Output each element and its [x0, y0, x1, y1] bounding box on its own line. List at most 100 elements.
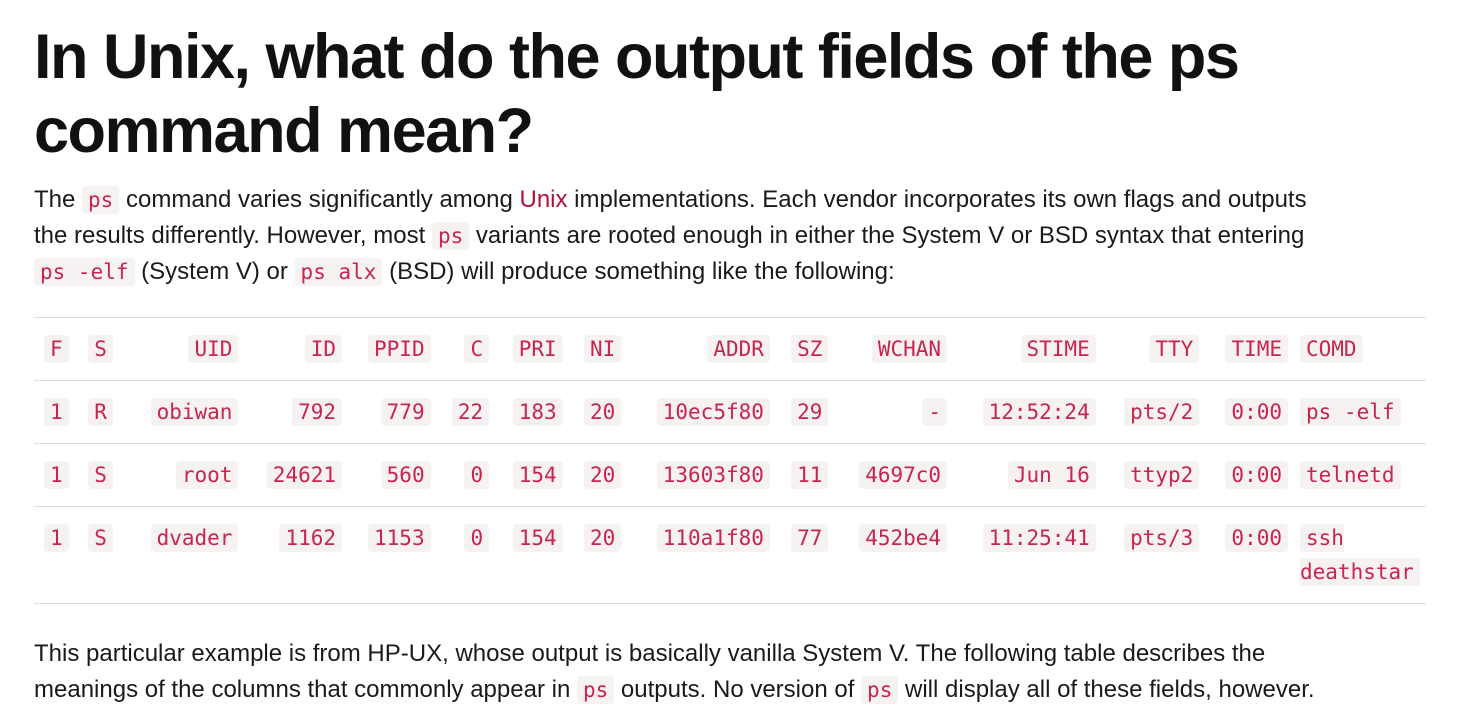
- table-cell: Jun 16: [953, 443, 1102, 507]
- table-cell: 20: [568, 443, 628, 507]
- column-header: TTY: [1101, 317, 1206, 381]
- cell-value: 183: [512, 398, 563, 426]
- cell-value: pts/3: [1124, 524, 1200, 552]
- table-cell: 560: [348, 443, 437, 507]
- column-header-label: STIME: [1020, 335, 1096, 363]
- column-header-label: F: [44, 335, 69, 363]
- column-header: NI: [568, 317, 628, 381]
- cell-value: 154: [512, 461, 563, 489]
- table-cell: telnetd: [1294, 443, 1426, 507]
- column-header: S: [82, 317, 126, 381]
- cell-value: 792: [292, 398, 343, 426]
- table-cell: 110a1f80: [627, 506, 776, 604]
- cell-value: ttyp2: [1124, 461, 1200, 489]
- table-cell: S: [82, 506, 126, 604]
- cell-value: 1: [44, 398, 69, 426]
- table-cell: 12:52:24: [953, 380, 1102, 444]
- cell-value: 0:00: [1225, 524, 1288, 552]
- table-cell: root: [125, 443, 245, 507]
- inline-code: ps alx: [294, 258, 383, 286]
- table-cell: 154: [495, 506, 569, 604]
- cell-value: 1162: [279, 524, 343, 552]
- column-header-label: ID: [304, 335, 343, 363]
- cell-value: 29: [791, 398, 829, 426]
- ps-output-table: F S UID ID PPID C PRI NI ADDR SZ WCHAN STIME TTY TIME…: [34, 317, 1426, 604]
- cell-value: root: [175, 461, 239, 489]
- table-cell: 4697c0: [834, 443, 954, 507]
- cell-value: 154: [512, 524, 563, 552]
- column-header: ID: [244, 317, 349, 381]
- column-header-label: WCHAN: [871, 335, 948, 363]
- cell-value: pts/2: [1124, 398, 1200, 426]
- cell-value: 1153: [368, 524, 431, 552]
- cell-value: 0: [464, 524, 490, 552]
- cell-value: Jun 16: [1007, 461, 1096, 489]
- paragraph-text: variants are rooted enough in either the…: [469, 222, 1305, 249]
- column-header: ADDR: [627, 317, 776, 381]
- cell-value: 11: [791, 461, 829, 489]
- paragraph-text: implementations. Each vendor incorporate…: [34, 186, 1307, 249]
- cell-value: 11:25:41: [982, 524, 1096, 552]
- table-cell: 20: [568, 380, 628, 444]
- cell-value: 13603f80: [656, 461, 770, 489]
- column-header: STIME: [953, 317, 1102, 381]
- table-cell: pts/3: [1101, 506, 1206, 604]
- table-cell: 11:25:41: [953, 506, 1102, 604]
- table-cell: 154: [495, 443, 569, 507]
- cell-value: 4697c0: [859, 461, 948, 489]
- cell-value: S: [88, 461, 113, 489]
- column-header-label: C: [464, 335, 490, 363]
- table-cell: ttyp2: [1101, 443, 1206, 507]
- cell-value: 0:00: [1225, 461, 1288, 489]
- inline-code: ps: [431, 222, 470, 250]
- table-cell: R: [82, 380, 126, 444]
- column-header-label: COMD: [1300, 335, 1363, 363]
- cell-value: ps -elf: [1300, 398, 1401, 426]
- inline-code: ps: [576, 676, 615, 704]
- column-header: PRI: [495, 317, 569, 381]
- table-cell: 10ec5f80: [627, 380, 776, 444]
- table-cell: 0:00: [1205, 443, 1294, 507]
- table-cell: 0: [436, 506, 496, 604]
- paragraph-text: (System V) or: [134, 258, 295, 285]
- paragraph-text: (BSD) will produce something like the fo…: [382, 258, 895, 285]
- table-cell: 77: [775, 506, 835, 604]
- table-cell: 1: [34, 506, 83, 604]
- table-cell: 183: [495, 380, 569, 444]
- table-cell: 0: [436, 443, 496, 507]
- table-cell: 1: [34, 443, 83, 507]
- column-header-label: UID: [188, 335, 239, 363]
- page-title: In Unix, what do the output fields of th…: [34, 22, 1240, 166]
- column-header: TIME: [1205, 317, 1294, 381]
- unix-link[interactable]: Unix: [519, 186, 568, 213]
- column-header: C: [436, 317, 496, 381]
- table-cell: 0:00: [1205, 506, 1294, 604]
- column-header: WCHAN: [834, 317, 954, 381]
- column-header: F: [34, 317, 83, 381]
- column-header-label: PRI: [512, 335, 563, 363]
- column-header: UID: [125, 317, 245, 381]
- table-cell: 1162: [244, 506, 349, 604]
- table-cell: 452be4: [834, 506, 954, 604]
- table-cell: 11: [775, 443, 835, 507]
- column-header-label: TTY: [1149, 335, 1200, 363]
- table-cell: S: [82, 443, 126, 507]
- cell-value: S: [88, 524, 113, 552]
- table-cell: ssh deathstar: [1294, 506, 1426, 604]
- cell-value: dvader: [150, 524, 239, 552]
- cell-value: 110a1f80: [656, 524, 770, 552]
- cell-value: telnetd: [1300, 461, 1401, 489]
- article: In Unix, what do the output fields of th…: [34, 22, 1426, 704]
- cell-value: 1: [44, 461, 69, 489]
- cell-value: 0: [464, 461, 490, 489]
- cell-value: 1: [44, 524, 69, 552]
- cell-value: -: [922, 398, 948, 426]
- column-header: SZ: [775, 317, 835, 381]
- table-cell: 29: [775, 380, 835, 444]
- cell-value: 12:52:24: [982, 398, 1096, 426]
- cell-value: 0:00: [1225, 398, 1288, 426]
- cell-value: 24621: [266, 461, 343, 489]
- table-cell: 20: [568, 506, 628, 604]
- cell-value: 22: [451, 398, 490, 426]
